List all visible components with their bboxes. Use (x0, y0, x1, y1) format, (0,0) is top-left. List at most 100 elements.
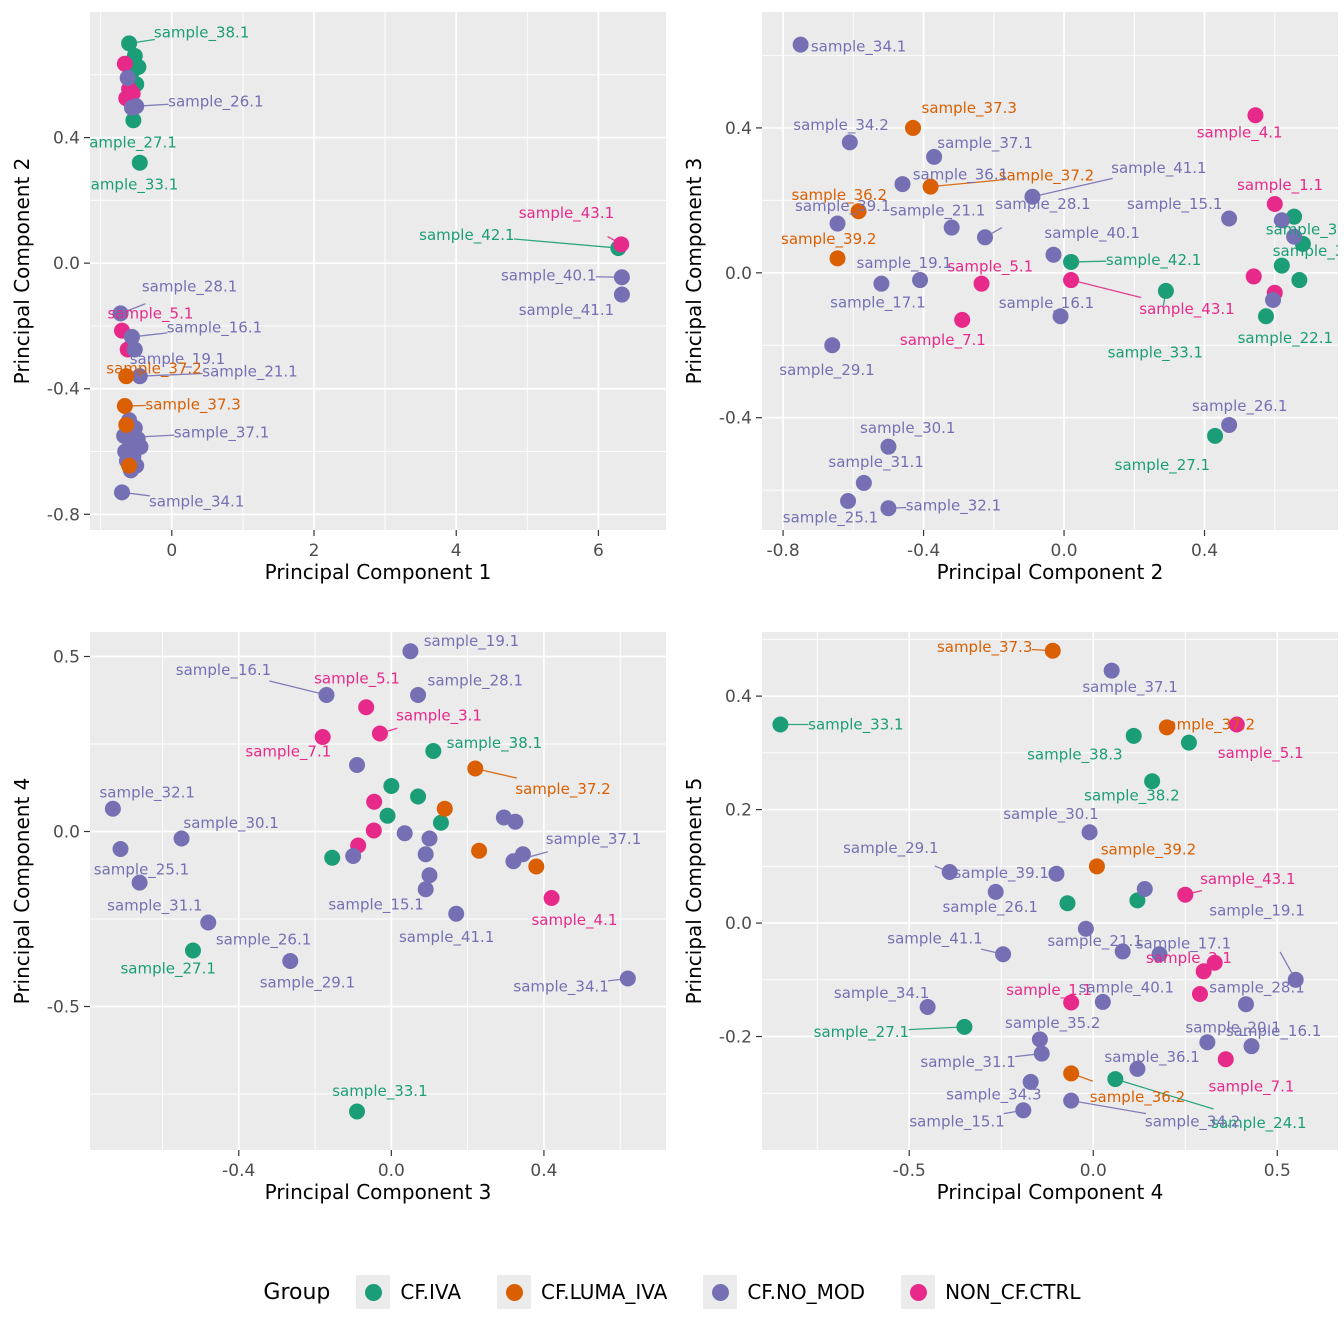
point-sample_16.1 (123, 328, 140, 345)
label-sample_34.3: sample_34.3 (946, 1085, 1041, 1104)
label-leader-line (269, 680, 327, 696)
label-sample_28.1: sample_28.1 (142, 278, 237, 297)
points-layer: sample_38.1 sample_27.1 sample_33.1 sample_… (94, 632, 641, 1120)
label-sample_40.1: sample_40.1 (501, 267, 596, 286)
point-sample_21.1 (349, 757, 366, 773)
points-layer: sample_38.1 sample_27.1 sample_33.1 sample_… (90, 23, 630, 512)
point-sample_37.3 (116, 397, 133, 414)
label-sample_24.1: sample_24.1 (1211, 1114, 1306, 1133)
point-sample_5.1 (358, 699, 375, 716)
x-tick-label: 0.0 (378, 1161, 405, 1181)
point-sample_39.2 (1088, 858, 1105, 875)
legend-key (901, 1275, 936, 1309)
legend-entry-non-cf-ctrl: NON_CF.CTRL (901, 1275, 1081, 1309)
point-sample_27.1 (184, 942, 201, 959)
point-sample_33.1 (772, 716, 789, 733)
point-sample_39.1 (117, 443, 134, 460)
point-sample_15.1 (421, 867, 438, 884)
point-sample_38.3 (1125, 727, 1142, 744)
point-sample_38.3 (1273, 257, 1290, 274)
point-sample_39.2 (471, 842, 488, 859)
point-sample_28.1 (1237, 996, 1254, 1013)
label-sample_3.1: sample_3.1 (1146, 949, 1232, 968)
point-sample_34.2 (514, 846, 531, 863)
point-sample_34.2 (119, 69, 136, 86)
point-sample_25.1 (112, 841, 129, 857)
point-sample_39.2 (121, 457, 138, 474)
label-sample_41.1: sample_41.1 (399, 928, 494, 947)
label-leader-line (1115, 1078, 1214, 1110)
point-sample_35.2 (1031, 1031, 1048, 1048)
label-sample_16.1: sample_16.1 (1226, 1022, 1321, 1041)
label-sample_17.1: sample_17.1 (1136, 934, 1231, 953)
point-sample_5.1 (1228, 716, 1245, 733)
label-sample_30.1: sample_30.1 (860, 419, 955, 438)
point-sample_33.1 (131, 154, 148, 171)
point-sample_25.1 (1136, 881, 1153, 898)
point-sample_16.1 (1052, 308, 1069, 325)
point-sample_34.1 (114, 484, 130, 501)
x-tick-label: 0.5 (1264, 1161, 1291, 1181)
point-sample_22.1 (1059, 895, 1076, 912)
point-sample_35.2 (1265, 291, 1282, 308)
point-sample_29.1 (824, 337, 841, 354)
y-axis-title-pc3: Principal Component 3 (682, 157, 706, 385)
point-sample_30.1 (173, 830, 190, 847)
label-sample_19.1: sample_19.1 (130, 350, 225, 369)
point-sample_3.1 (1245, 268, 1262, 285)
point-sample_31.1 (1033, 1045, 1050, 1062)
points-layer: sample_37.3sample_37.2sample_39.2sample_… (772, 638, 1321, 1133)
legend-key (497, 1275, 532, 1309)
legend-entry-cf-iva: CF.IVA (356, 1275, 461, 1309)
point-sample_32.1 (1077, 920, 1094, 937)
point-sample_41.1 (448, 905, 465, 922)
point-sample_17.1 (1151, 946, 1168, 963)
point-sample_27.1 (1207, 427, 1224, 444)
legend: Group CF.IVA CF.LUMA_IVA CF.NO_MOD NON_C… (0, 1240, 1344, 1344)
point-sample_34.3 (421, 830, 438, 847)
label-sample_5.1: sample_5.1 (1218, 744, 1304, 763)
label-sample_31.1: sample_31.1 (828, 453, 923, 472)
label-sample_21.1: sample_21.1 (202, 362, 297, 381)
point-sample_34.2 (841, 134, 858, 151)
point-sample_22.1 (432, 814, 449, 831)
label-sample_34.1: sample_34.1 (834, 984, 929, 1003)
point-sample_1.1 (365, 822, 382, 839)
label-sample_37.1: sample_37.1 (937, 134, 1032, 153)
label-sample_42.1: sample_42.1 (1106, 251, 1201, 270)
x-tick-label: -0.5 (893, 1161, 926, 1181)
label-sample_7.1: sample_7.1 (245, 743, 331, 762)
label-sample_29.1: sample_29.1 (779, 361, 874, 380)
point-sample_34.2 (1063, 1092, 1080, 1109)
point-sample_37.1 (1103, 662, 1120, 679)
label-sample_34.1: sample_34.1 (149, 493, 244, 512)
point-sample_3.2 (1191, 985, 1208, 1002)
point-sample_15.1 (1221, 210, 1238, 227)
label-sample_38.3: sample_38.3 (1027, 746, 1122, 765)
label-sample_32.1: sample_32.1 (906, 497, 1001, 516)
label-sample_29.1: sample_29.1 (260, 974, 355, 993)
point-sample_34.1 (619, 970, 636, 987)
label-sample_43.1: sample_43.1 (1139, 300, 1234, 319)
label-sample_22.1: sample_22.1 (1238, 329, 1333, 348)
y-axis-title-pc2: Principal Component 2 (10, 157, 34, 385)
point-sample_27.1 (125, 112, 142, 129)
point-sample_25.1 (840, 493, 857, 510)
point-sample_28.1 (112, 305, 129, 322)
point-sample_40.1 (417, 881, 434, 898)
point-sample_37.1 (926, 148, 943, 165)
label-sample_31.1: sample_31.1 (920, 1053, 1015, 1072)
legend-entry-label: NON_CF.CTRL (945, 1280, 1081, 1304)
y-tick-label: 0.0 (725, 264, 752, 284)
point-sample_34.3 (1286, 228, 1303, 245)
point-sample_19.1 (402, 643, 419, 660)
point-sample_36.2 (1063, 1065, 1080, 1082)
point-sample_33.1 (349, 1103, 366, 1120)
point-sample_21.1 (131, 368, 148, 385)
label-sample_29.1: sample_29.1 (843, 839, 938, 858)
y-tick-label: 0.4 (53, 129, 80, 149)
point-sample_5.1 (973, 275, 990, 292)
x-tick-label: 0.4 (530, 1161, 557, 1181)
point-sample_38.2 (383, 778, 400, 794)
y-tick-label: -0.4 (47, 380, 80, 400)
